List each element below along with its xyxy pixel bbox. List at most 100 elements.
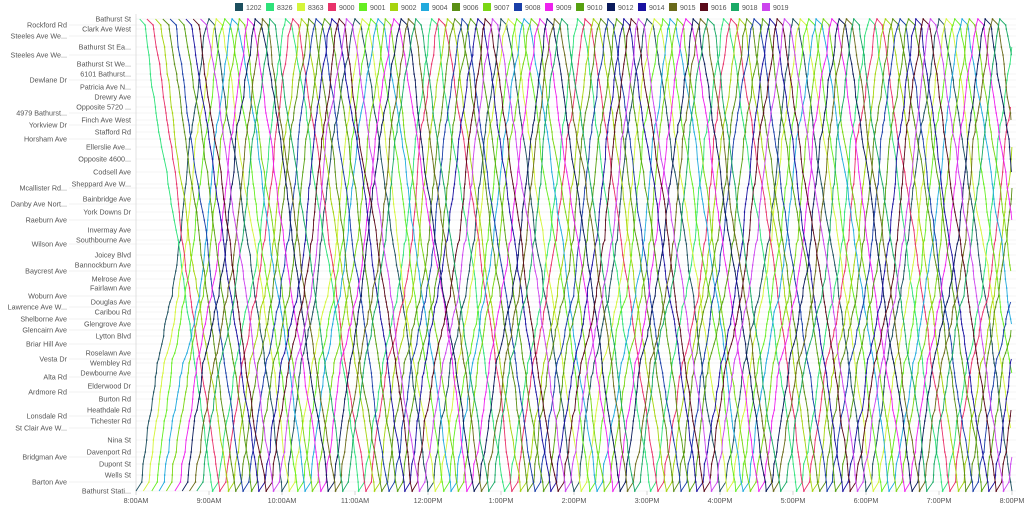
legend-label: 1202	[246, 5, 262, 12]
x-tick-label: 10:00AM	[268, 496, 297, 505]
stop-label: Southbourne Ave	[76, 236, 131, 245]
legend-item-9001[interactable]: 9001	[359, 3, 386, 12]
stop-label: Tichester Rd	[91, 417, 131, 426]
legend-item-9015[interactable]: 9015	[669, 3, 696, 12]
legend-swatch	[514, 3, 522, 11]
legend-swatch	[483, 3, 491, 11]
legend-label: 9007	[494, 5, 510, 12]
stop-label: Caribou Rd	[95, 308, 131, 317]
legend-swatch	[359, 3, 367, 11]
stop-label: Melrose Ave	[92, 275, 131, 284]
legend-swatch	[452, 3, 460, 11]
stop-label: Nina St	[107, 436, 131, 445]
legend-item-1202[interactable]: 1202	[235, 3, 262, 12]
legend-item-9000[interactable]: 9000	[328, 3, 355, 12]
x-tick-label: 7:00PM	[927, 496, 952, 505]
legend-label: 9016	[711, 5, 727, 12]
stop-label: Clark Ave West	[82, 25, 131, 34]
legend-label: 9012	[618, 5, 634, 12]
x-tick-label: 11:00AM	[341, 496, 369, 505]
legend-swatch	[576, 3, 584, 11]
stop-label: Baycrest Ave	[25, 267, 67, 276]
legend-item-9006[interactable]: 9006	[452, 3, 479, 12]
x-tick-label: 2:00PM	[562, 496, 587, 505]
stop-label: Douglas Ave	[91, 298, 131, 307]
stop-label: Dewlane Dr	[29, 76, 67, 85]
stop-label: Bathurst St	[95, 15, 131, 24]
stop-label: Finch Ave West	[81, 116, 131, 125]
stop-label: Ardmore Rd	[28, 388, 67, 397]
stop-label: Joicey Blvd	[95, 251, 131, 260]
legend-swatch	[235, 3, 243, 11]
legend-label: 9002	[401, 5, 417, 12]
legend-item-9012[interactable]: 9012	[607, 3, 634, 12]
legend-label: 9015	[680, 5, 696, 12]
legend-label: 9018	[742, 5, 758, 12]
legend-item-9016[interactable]: 9016	[700, 3, 727, 12]
legend-item-9002[interactable]: 9002	[390, 3, 417, 12]
x-tick-label: 8:00AM	[124, 496, 149, 505]
stop-label: Lytton Blvd	[96, 332, 131, 341]
legend-swatch	[328, 3, 336, 11]
legend-swatch	[297, 3, 305, 11]
legend-item-9010[interactable]: 9010	[576, 3, 603, 12]
stop-label: Woburn Ave	[28, 292, 67, 301]
legend-item-9018[interactable]: 9018	[731, 3, 758, 12]
stop-label: Fairlawn Ave	[90, 284, 131, 293]
x-tick-label: 5:00PM	[781, 496, 806, 505]
legend-label: 9001	[370, 5, 386, 12]
legend-label: 8363	[308, 5, 324, 12]
legend-item-9007[interactable]: 9007	[483, 3, 510, 12]
stop-label: Codsell Ave	[93, 168, 131, 177]
stop-label: Bannockburn Ave	[75, 261, 131, 270]
stop-label: Roselawn Ave	[86, 349, 131, 358]
legend-swatch	[266, 3, 274, 11]
legend[interactable]: 1202 8326 8363 9000 9001 9002 9004 9006 9007 9008…	[235, 3, 789, 12]
stop-label: Davenport Rd	[87, 448, 131, 457]
stop-label: Steeles Ave We...	[11, 32, 67, 41]
x-tick-label: 9:00AM	[197, 496, 222, 505]
legend-swatch	[545, 3, 553, 11]
stop-label: Danby Ave Nort...	[11, 200, 67, 209]
stop-label: Ellerslie Ave...	[86, 143, 131, 152]
stop-label: 4979 Bathurst...	[16, 109, 67, 118]
stop-label: Raeburn Ave	[26, 216, 67, 225]
stop-label: York Downs Dr	[83, 208, 131, 217]
legend-item-9019[interactable]: 9019	[762, 3, 789, 12]
x-tick-label: 3:00PM	[635, 496, 660, 505]
stop-label: Wilson Ave	[32, 240, 67, 249]
stop-label: Horsham Ave	[24, 135, 67, 144]
stop-label: Bainbridge Ave	[83, 195, 131, 204]
legend-swatch	[638, 3, 646, 11]
x-tick-label: 1:00PM	[489, 496, 514, 505]
x-tick-label: 12:00PM	[414, 496, 443, 505]
stop-label: Wells St	[105, 471, 131, 480]
stop-label: Sheppard Ave W...	[72, 180, 131, 189]
series-line-9019	[200, 17, 1013, 493]
legend-swatch	[762, 3, 770, 11]
legend-item-9008[interactable]: 9008	[514, 3, 541, 12]
stop-label: Wembley Rd	[90, 359, 131, 368]
legend-item-8326[interactable]: 8326	[266, 3, 293, 12]
legend-swatch	[700, 3, 708, 11]
stop-label: Stafford Rd	[95, 128, 131, 137]
legend-item-9014[interactable]: 9014	[638, 3, 665, 12]
legend-label: 9019	[773, 5, 789, 12]
stop-label: Dupont St	[99, 460, 131, 469]
legend-label: 9014	[649, 5, 665, 12]
y-axis-stop-labels: Bathurst St Rockford Rd Clark Ave West Stee…	[8, 15, 136, 496]
x-tick-label: 4:00PM	[708, 496, 733, 505]
legend-item-8363[interactable]: 8363	[297, 3, 324, 12]
stop-label: Bathurst St Ea...	[79, 43, 131, 52]
legend-swatch	[607, 3, 615, 11]
legend-label: 9009	[556, 5, 572, 12]
x-tick-label: 6:00PM	[854, 496, 879, 505]
x-tick-label: 8:00PM	[1000, 496, 1024, 505]
x-axis-time-labels: 8:00AM 9:00AM 10:00AM 11:00AM 12:00PM 1:00PM 2…	[124, 491, 1024, 505]
legend-item-9009[interactable]: 9009	[545, 3, 572, 12]
legend-item-9004[interactable]: 9004	[421, 3, 448, 12]
stop-label: Bathurst Stati...	[82, 487, 131, 496]
stop-label: Burton Rd	[99, 395, 131, 404]
stop-label: Steeles Ave We...	[11, 51, 67, 60]
